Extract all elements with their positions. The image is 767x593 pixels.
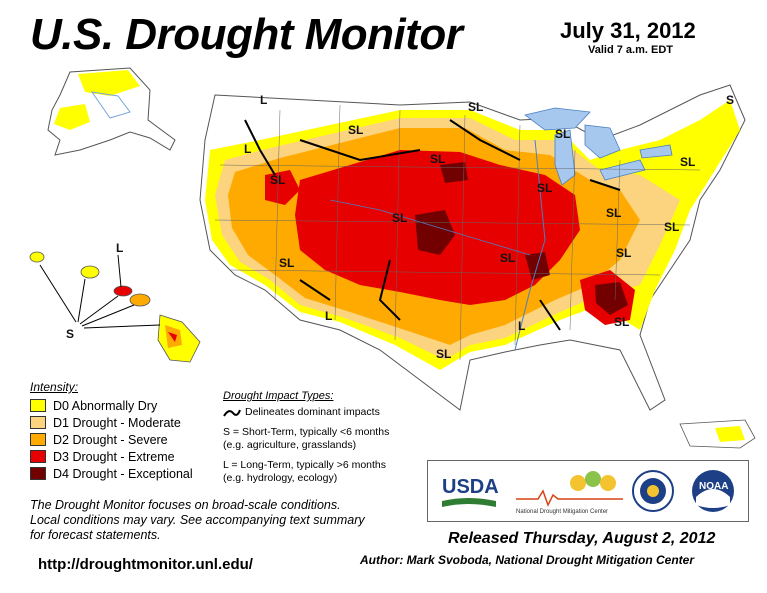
valid-time: Valid 7 a.m. EDT	[588, 44, 673, 56]
ndmc-logo: National Drought Mitigation Center	[516, 471, 623, 515]
legend-label-d4: D4 Drought - Exceptional	[53, 466, 193, 481]
label-sl-colorado: SL	[606, 206, 621, 220]
commerce-seal	[632, 470, 674, 512]
noaa-logo: NOAA	[692, 470, 734, 512]
label-sl-north-dakota: SL	[430, 152, 445, 166]
legend-item-d3: D3 Drought - Extreme	[30, 448, 220, 465]
label-sl-montana: SL	[348, 123, 363, 137]
label-sl-georgia: SL	[614, 315, 629, 329]
d4-swatch	[30, 467, 46, 480]
usda-logo: USDA	[442, 476, 499, 498]
impact-short-term-example: (e.g. agriculture, grasslands)	[223, 439, 357, 451]
contiguous-us	[199, 84, 746, 411]
page-title: U.S. Drought Monitor	[30, 10, 463, 59]
d0-swatch	[30, 399, 46, 412]
impact-heading: Drought Impact Types:	[223, 390, 334, 402]
intensity-legend: Intensity: D0 Abnormally Dry D1 Drought …	[30, 380, 220, 482]
label-sl-new-england: SL	[616, 246, 631, 260]
d2-swatch	[30, 433, 46, 446]
usda-hills-icon	[442, 498, 496, 507]
legend-label-d2: D2 Drought - Severe	[53, 432, 168, 447]
label-s-maine: S	[726, 93, 734, 107]
label-l-oregon: L	[244, 142, 251, 156]
label-sl-arizona: SL	[279, 256, 294, 270]
release-date: Released Thursday, August 2, 2012	[448, 530, 716, 547]
noaa-label: NOAA	[699, 481, 728, 492]
logos-strip: USDA National Drought Mitigation Center …	[438, 470, 734, 515]
d1-swatch	[30, 416, 46, 429]
puerto-rico	[679, 419, 756, 449]
author-credit: Author: Mark Svoboda, National Drought M…	[360, 553, 694, 567]
note-line-2: Local conditions may vary. See accompany…	[30, 513, 365, 527]
d3-swatch	[30, 450, 46, 463]
drought-map: SL L SL L SL SL SL SL SL SL SL SL L SL L…	[29, 67, 756, 449]
label-sl-iowa: SL	[392, 211, 407, 225]
label-sl-ohio: SL	[500, 251, 515, 265]
label-l-new-mexico: L	[325, 309, 332, 323]
label-sl-minnesota: SL	[555, 127, 570, 141]
label-sl-great-basin: SL	[270, 173, 285, 187]
website-link[interactable]: http://droughtmonitor.unl.edu/	[38, 556, 253, 573]
legend-item-d0: D0 Abnormally Dry	[30, 397, 220, 414]
legend-label-d1: D1 Drought - Moderate	[53, 415, 181, 430]
legend-item-d2: D2 Drought - Severe	[30, 431, 220, 448]
impact-types: Drought Impact Types: Delineates dominan…	[223, 390, 423, 485]
label-sl-south-texas: SL	[436, 347, 451, 361]
hawaii	[29, 251, 201, 363]
note-line-1: The Drought Monitor focuses on broad-sca…	[30, 498, 341, 512]
note-line-3: for forecast statements.	[30, 528, 161, 542]
label-sl-south-dakota: SL	[537, 181, 552, 195]
ndmc-label: National Drought Mitigation Center	[516, 509, 608, 515]
impact-long-term: L = Long-Term, typically >6 months	[223, 459, 387, 471]
agency-logos: USDA National Drought Mitigation Center …	[427, 460, 749, 522]
label-sl-north-idaho: SL	[468, 100, 483, 114]
label-l-north-rockies: L	[260, 93, 267, 107]
label-l-louisiana: L	[518, 319, 525, 333]
alaska	[47, 67, 176, 156]
legend-item-d4: D4 Drought - Exceptional	[30, 465, 220, 482]
label-s-hawaii: S	[66, 327, 74, 341]
impact-short-term: S = Short-Term, typically <6 months	[223, 426, 390, 438]
label-sl-mid-atlantic: SL	[664, 220, 679, 234]
legend-item-d1: D1 Drought - Moderate	[30, 414, 220, 431]
boundary-line-icon	[223, 409, 241, 417]
impact-delineates: Delineates dominant impacts	[245, 406, 380, 418]
legend-label-d3: D3 Drought - Extreme	[53, 449, 175, 464]
impact-long-term-example: (e.g. hydrology, ecology)	[223, 472, 338, 484]
legend-label-d0: D0 Abnormally Dry	[53, 398, 158, 413]
impact-labels: SL L SL L SL SL SL SL SL SL SL SL L SL L…	[66, 93, 734, 361]
label-l-hawaii: L	[116, 241, 123, 255]
disclaimer-note: The Drought Monitor focuses on broad-sca…	[30, 498, 420, 543]
map-date: July 31, 2012	[560, 18, 696, 43]
legend-heading: Intensity:	[30, 380, 79, 394]
label-sl-michigan: SL	[680, 155, 695, 169]
